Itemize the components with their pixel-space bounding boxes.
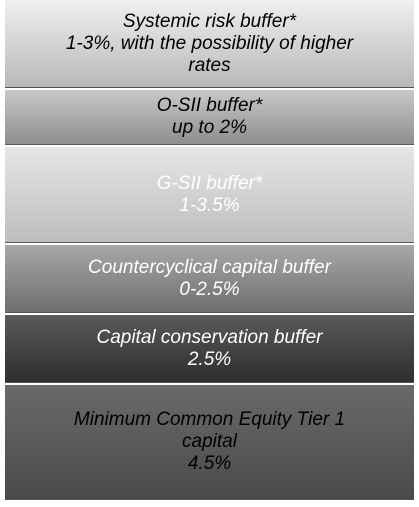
layer-text: O-SII buffer* <box>156 95 263 116</box>
layer-text: G-SII buffer* <box>156 172 263 194</box>
buffer-layer: O-SII buffer* up to 2% <box>5 90 414 145</box>
layer-text: 1-3%, with the possibility of higher <box>65 32 354 54</box>
layer-text: 1-3.5% <box>179 194 240 216</box>
layer-text: Minimum Common Equity Tier 1 <box>73 409 346 430</box>
buffer-layer: Systemic risk buffer* 1-3%, with the poss… <box>5 0 414 88</box>
buffer-layer: Countercyclical capital buffer 0-2.5% <box>5 245 414 313</box>
buffer-stack: Systemic risk buffer* 1-3%, with the poss… <box>5 0 414 502</box>
layer-text: up to 2% <box>172 117 247 138</box>
layer-text: Capital conservation buffer <box>96 326 323 348</box>
layer-text: Systemic risk buffer* <box>122 10 297 32</box>
buffer-layer: Minimum Common Equity Tier 1 capital 4.5% <box>5 385 414 500</box>
layer-text: 2.5% <box>187 348 232 370</box>
layer-text: Countercyclical capital buffer <box>88 256 331 278</box>
buffer-layer: Capital conservation buffer 2.5% <box>5 315 414 383</box>
layer-text: 4.5% <box>187 453 232 474</box>
layer-text: rates <box>188 54 231 76</box>
buffer-layer: G-SII buffer* 1-3.5% <box>5 147 414 243</box>
layer-text: 0-2.5% <box>179 278 240 300</box>
layer-text: capital <box>182 431 237 452</box>
